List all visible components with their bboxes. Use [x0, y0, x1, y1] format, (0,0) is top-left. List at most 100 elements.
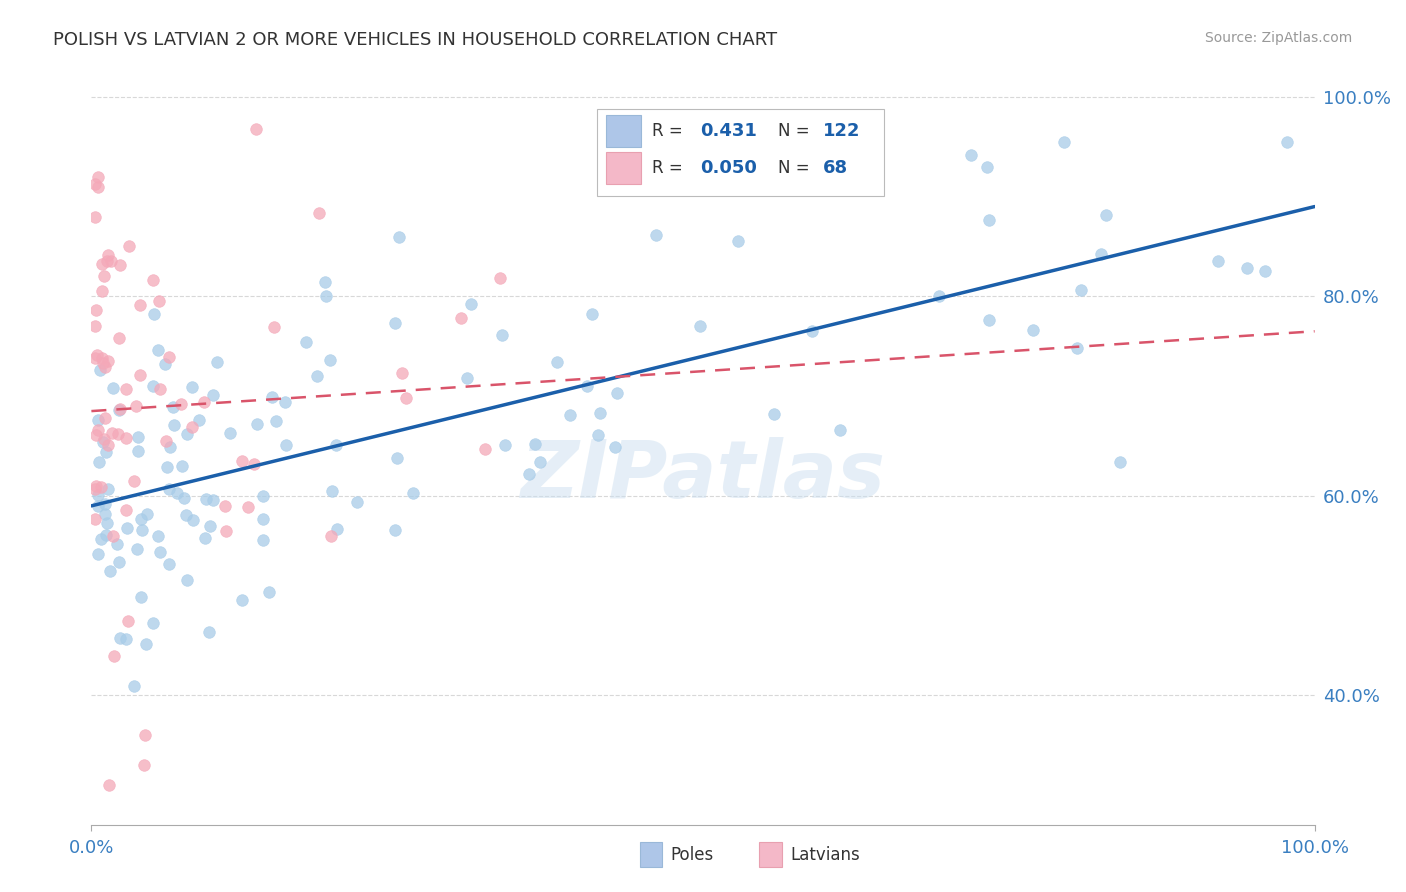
Point	[87, 169, 110, 184]
Point	[491, 328, 513, 343]
Point	[115, 521, 138, 535]
Point	[257, 585, 280, 599]
Point	[252, 533, 274, 547]
Point	[86, 348, 108, 362]
Point	[115, 431, 138, 445]
Point	[87, 180, 110, 194]
Point	[125, 542, 148, 557]
Point	[166, 486, 188, 500]
Point	[146, 343, 169, 357]
Point	[91, 284, 114, 298]
Point	[156, 460, 179, 475]
Point	[86, 488, 108, 502]
Point	[136, 508, 159, 522]
Point	[101, 529, 124, 543]
Point	[245, 121, 267, 136]
Point	[1070, 283, 1092, 297]
Point	[474, 442, 496, 456]
Point	[122, 474, 145, 488]
Point	[346, 495, 368, 509]
Point	[1109, 454, 1132, 468]
Point	[97, 778, 120, 792]
Point	[194, 532, 217, 546]
Point	[800, 324, 823, 338]
Point	[155, 434, 177, 448]
Point	[176, 573, 198, 587]
Point	[263, 320, 285, 334]
Point	[135, 637, 157, 651]
Point	[388, 230, 411, 244]
Point	[586, 428, 609, 442]
Point	[977, 213, 1000, 227]
Point	[325, 522, 347, 536]
Point	[87, 455, 110, 469]
Point	[273, 394, 295, 409]
Point	[107, 426, 129, 441]
Point	[314, 275, 336, 289]
Point	[157, 558, 180, 572]
Point	[529, 455, 551, 469]
Point	[308, 205, 330, 219]
Point	[1236, 260, 1258, 275]
Point	[1053, 135, 1076, 149]
Point	[181, 420, 204, 434]
Point	[159, 440, 181, 454]
Point	[242, 458, 264, 472]
Point	[148, 294, 170, 309]
Point	[86, 423, 108, 437]
Point	[214, 499, 236, 513]
Point	[100, 253, 122, 268]
Point	[84, 302, 107, 317]
Point	[828, 423, 851, 437]
Point	[727, 235, 749, 249]
Point	[606, 386, 628, 401]
Point	[202, 492, 225, 507]
Point	[576, 379, 599, 393]
Point	[94, 411, 117, 425]
Point	[125, 399, 148, 413]
Point	[84, 427, 107, 442]
Point	[1206, 253, 1229, 268]
Text: N =: N =	[778, 159, 814, 177]
Text: Source: ZipAtlas.com: Source: ZipAtlas.com	[1205, 31, 1353, 45]
Point	[108, 258, 131, 272]
Point	[117, 614, 139, 628]
Point	[107, 537, 129, 551]
Point	[1094, 208, 1116, 222]
Point	[103, 648, 125, 663]
Point	[252, 489, 274, 503]
Point	[294, 335, 316, 350]
Point	[456, 371, 478, 385]
Point	[93, 269, 115, 284]
Text: 68: 68	[823, 159, 848, 177]
Point	[90, 480, 112, 494]
Point	[262, 390, 284, 404]
Point	[215, 524, 238, 539]
Point	[97, 353, 120, 368]
Point	[219, 426, 242, 441]
Point	[603, 440, 626, 454]
Point	[231, 592, 253, 607]
Point	[162, 400, 184, 414]
Point	[276, 438, 298, 452]
Point	[976, 160, 998, 174]
Text: R =: R =	[651, 122, 688, 140]
Point	[115, 502, 138, 516]
Point	[91, 351, 114, 365]
Point	[977, 313, 1000, 327]
Text: Poles: Poles	[671, 846, 714, 863]
Point	[108, 555, 131, 569]
Point	[960, 148, 983, 162]
Point	[173, 491, 195, 505]
Point	[108, 401, 131, 416]
Point	[96, 516, 118, 530]
Point	[96, 445, 118, 459]
Point	[110, 631, 132, 645]
Point	[1066, 341, 1088, 355]
Point	[1254, 264, 1277, 278]
Point	[172, 459, 194, 474]
Point	[84, 177, 107, 191]
Point	[489, 270, 512, 285]
Point	[93, 432, 115, 446]
Point	[129, 590, 152, 604]
